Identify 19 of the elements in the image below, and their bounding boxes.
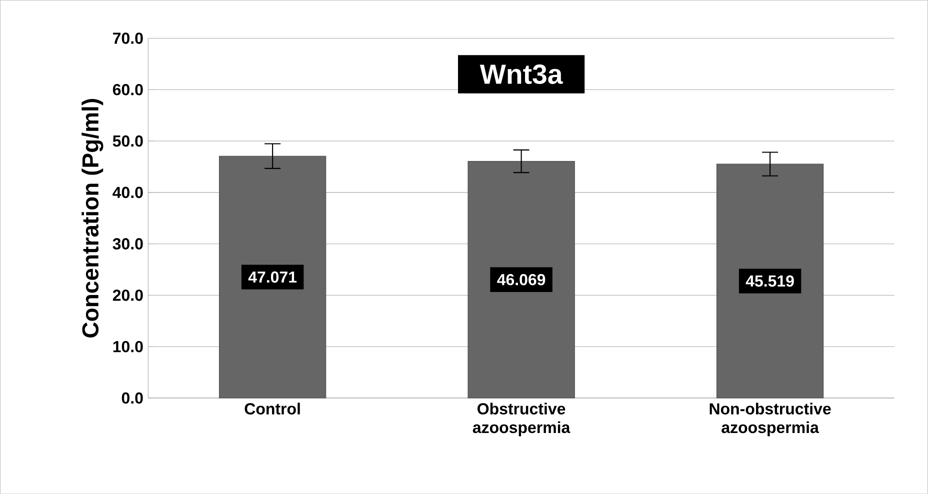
y-tick-label: 50.0: [112, 135, 143, 147]
bar: [716, 164, 824, 398]
x-tick-label: Obstructive azoospermia: [472, 402, 570, 436]
y-tick-label: 20.0: [112, 289, 143, 301]
data-label: 47.071: [248, 271, 297, 283]
bar: [218, 156, 326, 398]
x-tick-label: Non-obstructive azoospermia: [710, 402, 831, 436]
data-label: 46.069: [497, 274, 546, 286]
data-label: 45.519: [746, 275, 794, 287]
y-tick-label: 10.0: [113, 340, 143, 352]
y-tick-label: 60.0: [112, 84, 143, 96]
y-tick-label: 30.0: [112, 238, 143, 250]
text: Wnt3a: [480, 64, 563, 84]
x-tick-label: Control: [244, 402, 300, 414]
y-axis-title: Concentration (Pg/ml): [82, 98, 104, 338]
y-tick-label: 0.0: [122, 392, 143, 404]
bar: [468, 160, 575, 398]
y-tick-label: 70.0: [113, 32, 143, 44]
y-tick-label: 40.0: [112, 186, 143, 198]
